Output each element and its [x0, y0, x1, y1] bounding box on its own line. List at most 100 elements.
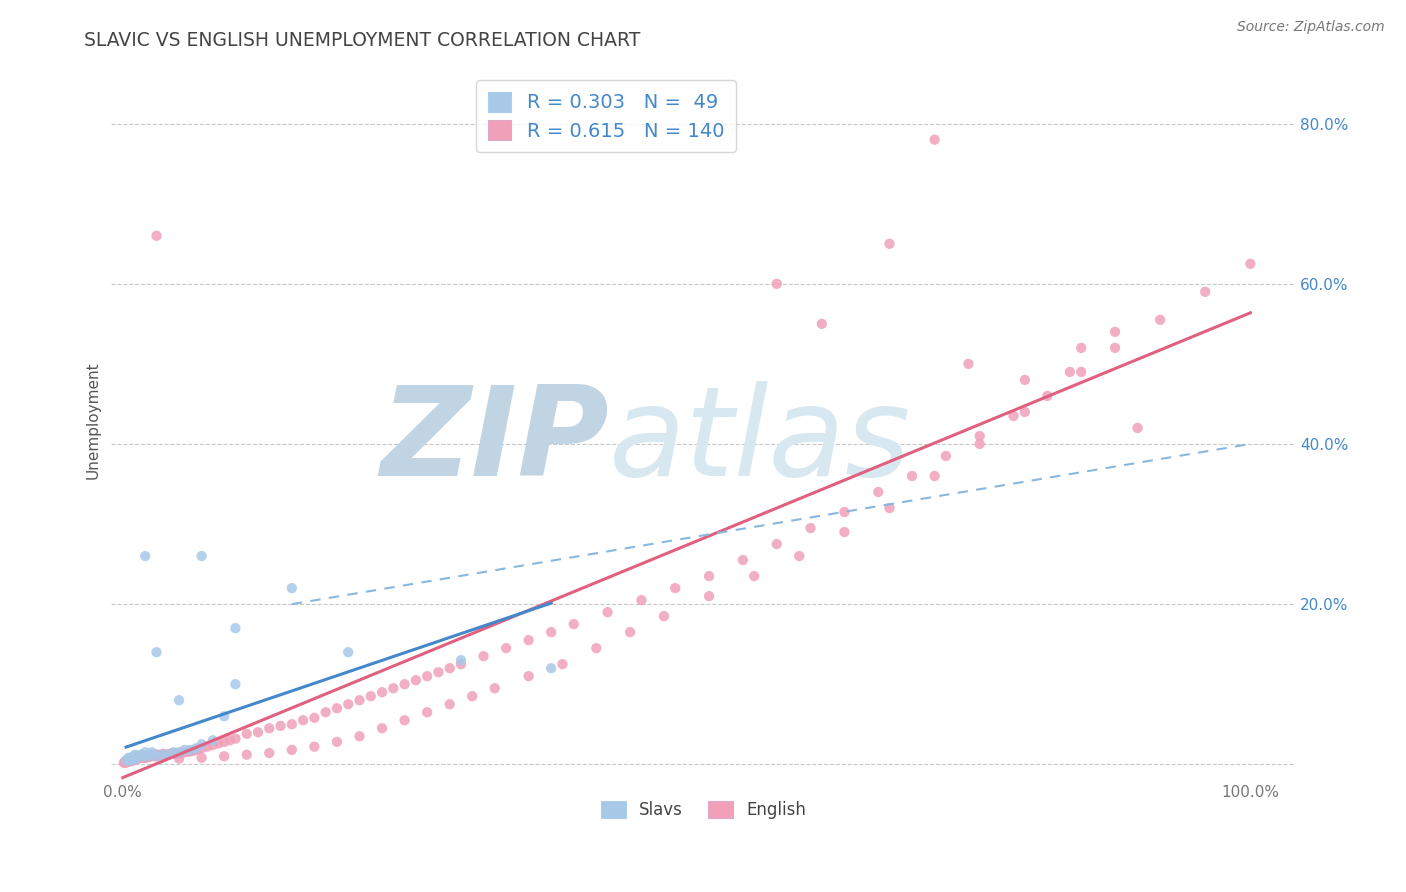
Point — [195, 739, 218, 754]
Point — [166, 746, 188, 760]
Point — [121, 752, 143, 766]
Point — [1070, 365, 1092, 379]
Point — [114, 755, 136, 769]
Point — [540, 661, 562, 675]
Point — [304, 711, 326, 725]
Point — [212, 709, 235, 723]
Point — [281, 581, 304, 595]
Y-axis label: Unemployment: Unemployment — [86, 361, 100, 479]
Point — [439, 661, 461, 675]
Point — [115, 756, 138, 770]
Point — [145, 645, 167, 659]
Point — [129, 747, 152, 762]
Point — [1104, 341, 1126, 355]
Point — [394, 677, 416, 691]
Point — [150, 747, 173, 762]
Point — [121, 750, 143, 764]
Point — [139, 747, 162, 762]
Point — [879, 501, 901, 516]
Point — [142, 748, 165, 763]
Point — [139, 749, 162, 764]
Point — [562, 617, 585, 632]
Point — [394, 713, 416, 727]
Point — [115, 753, 138, 767]
Point — [461, 690, 484, 704]
Point — [472, 649, 495, 664]
Text: SLAVIC VS ENGLISH UNEMPLOYMENT CORRELATION CHART: SLAVIC VS ENGLISH UNEMPLOYMENT CORRELATI… — [84, 31, 641, 50]
Point — [495, 641, 517, 656]
Point — [224, 731, 246, 746]
Point — [167, 693, 190, 707]
Point — [138, 750, 160, 764]
Point — [1059, 365, 1081, 379]
Point — [120, 751, 142, 765]
Point — [190, 751, 212, 765]
Point — [304, 739, 326, 754]
Point — [143, 749, 166, 764]
Point — [122, 749, 145, 764]
Point — [167, 752, 190, 766]
Point — [315, 705, 337, 719]
Point — [281, 743, 304, 757]
Point — [167, 745, 190, 759]
Point — [156, 747, 179, 762]
Point — [155, 747, 177, 762]
Point — [517, 633, 540, 648]
Point — [127, 749, 149, 764]
Point — [125, 751, 148, 765]
Point — [167, 747, 190, 761]
Point — [114, 756, 136, 770]
Point — [121, 752, 143, 766]
Point — [697, 589, 720, 603]
Point — [540, 625, 562, 640]
Point — [179, 744, 201, 758]
Point — [152, 747, 174, 761]
Point — [145, 747, 167, 762]
Point — [124, 747, 146, 762]
Point — [122, 752, 145, 766]
Point — [134, 745, 156, 759]
Point — [129, 751, 152, 765]
Point — [121, 753, 143, 767]
Point — [183, 744, 205, 758]
Point — [145, 228, 167, 243]
Point — [121, 753, 143, 767]
Point — [135, 750, 157, 764]
Point — [1194, 285, 1216, 299]
Point — [115, 755, 138, 769]
Point — [117, 751, 139, 765]
Point — [879, 236, 901, 251]
Point — [117, 752, 139, 766]
Point — [163, 747, 186, 761]
Point — [811, 317, 834, 331]
Point — [382, 681, 405, 696]
Point — [132, 747, 155, 762]
Point — [924, 133, 946, 147]
Point — [120, 754, 142, 768]
Point — [177, 744, 200, 758]
Point — [630, 593, 652, 607]
Point — [224, 621, 246, 635]
Point — [117, 754, 139, 768]
Point — [259, 746, 281, 760]
Point — [731, 553, 754, 567]
Point — [121, 754, 143, 768]
Point — [901, 469, 924, 483]
Point — [800, 521, 823, 535]
Point — [162, 746, 184, 760]
Point — [170, 745, 193, 759]
Point — [128, 749, 150, 764]
Point — [132, 751, 155, 765]
Point — [122, 752, 145, 766]
Point — [416, 705, 439, 719]
Point — [120, 753, 142, 767]
Point — [326, 735, 349, 749]
Point — [212, 749, 235, 764]
Point — [190, 737, 212, 751]
Text: atlas: atlas — [609, 381, 911, 502]
Point — [148, 747, 170, 762]
Point — [247, 725, 270, 739]
Point — [765, 537, 787, 551]
Point — [201, 733, 224, 747]
Point — [150, 748, 173, 763]
